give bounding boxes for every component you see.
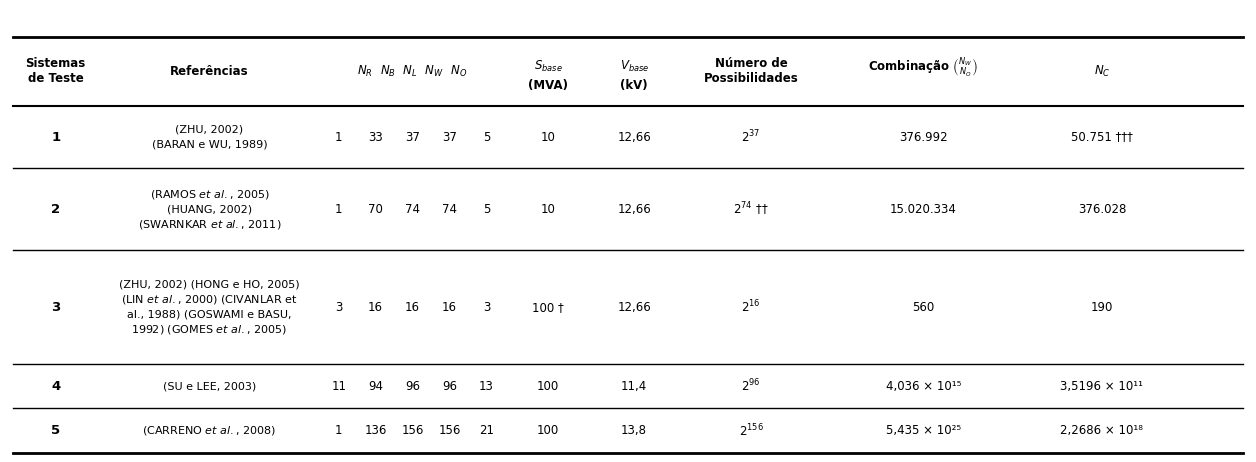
Text: 12,66: 12,66 — [617, 301, 651, 314]
Text: 11,4: 11,4 — [620, 380, 647, 393]
Text: (ZHU, 2002) (HONG e HO, 2005): (ZHU, 2002) (HONG e HO, 2005) — [119, 280, 300, 290]
Text: 96: 96 — [442, 380, 457, 393]
Text: 1: 1 — [335, 424, 343, 437]
Text: 156: 156 — [438, 424, 461, 437]
Text: 1: 1 — [335, 203, 343, 216]
Text: $2^{156}$: $2^{156}$ — [739, 422, 764, 439]
Text: Número de
Possibilidades: Número de Possibilidades — [703, 57, 799, 85]
Text: 74: 74 — [406, 203, 420, 216]
Text: 1: 1 — [335, 131, 343, 144]
Text: 4: 4 — [51, 380, 60, 393]
Text: 190: 190 — [1090, 301, 1113, 314]
Text: $2^{16}$: $2^{16}$ — [741, 299, 761, 316]
Text: 376.028: 376.028 — [1078, 203, 1127, 216]
Text: 96: 96 — [406, 380, 420, 393]
Text: 100: 100 — [536, 380, 559, 393]
Text: 4,036 × 10¹⁵: 4,036 × 10¹⁵ — [885, 380, 961, 393]
Text: $2^{96}$: $2^{96}$ — [741, 378, 761, 395]
Text: (HUANG, 2002): (HUANG, 2002) — [167, 204, 252, 214]
Text: al., 1988) (GOSWAMI e BASU,: al., 1988) (GOSWAMI e BASU, — [127, 310, 291, 320]
Text: (CARRENO $\it{et\ al.}$, 2008): (CARRENO $\it{et\ al.}$, 2008) — [142, 424, 276, 437]
Text: 33: 33 — [368, 131, 383, 144]
Text: 1992) (GOMES $\it{et\ al.}$, 2005): 1992) (GOMES $\it{et\ al.}$, 2005) — [132, 323, 288, 336]
Text: 3: 3 — [335, 301, 343, 314]
Text: (MVA): (MVA) — [528, 79, 568, 92]
Text: 5: 5 — [482, 203, 490, 216]
Text: 13,8: 13,8 — [622, 424, 647, 437]
Text: 16: 16 — [442, 301, 457, 314]
Text: 13: 13 — [479, 380, 494, 393]
Text: 5: 5 — [482, 131, 490, 144]
Text: 37: 37 — [406, 131, 420, 144]
Text: $N_C$: $N_C$ — [1094, 64, 1110, 79]
Text: (SU e LEE, 2003): (SU e LEE, 2003) — [163, 381, 256, 391]
Text: (BARAN e WU, 1989): (BARAN e WU, 1989) — [152, 140, 268, 149]
Text: $V_{base}$: $V_{base}$ — [619, 59, 649, 74]
Text: $2^{74}$ ††: $2^{74}$ †† — [734, 201, 769, 218]
Text: Sistemas
de Teste: Sistemas de Teste — [25, 57, 85, 85]
Text: 2,2686 × 10¹⁸: 2,2686 × 10¹⁸ — [1060, 424, 1143, 437]
Text: 21: 21 — [479, 424, 494, 437]
Text: 156: 156 — [402, 424, 423, 437]
Text: 136: 136 — [364, 424, 387, 437]
Text: 10: 10 — [540, 203, 555, 216]
Text: 3,5196 × 10¹¹: 3,5196 × 10¹¹ — [1060, 380, 1143, 393]
Text: 1: 1 — [51, 131, 60, 144]
Text: 376.992: 376.992 — [899, 131, 948, 144]
Text: (SWARNKAR $\it{et\ al.}$, 2011): (SWARNKAR $\it{et\ al.}$, 2011) — [138, 218, 281, 231]
Text: $N_R$  $N_B$  $N_L$  $N_W$  $N_O$: $N_R$ $N_B$ $N_L$ $N_W$ $N_O$ — [358, 64, 467, 79]
Text: 10: 10 — [540, 131, 555, 144]
Text: 100: 100 — [536, 424, 559, 437]
Text: 94: 94 — [368, 380, 383, 393]
Text: (LIN $\it{et\ al.}$, 2000) (CIVANLAR et: (LIN $\it{et\ al.}$, 2000) (CIVANLAR et — [122, 293, 298, 306]
Text: 100 †: 100 † — [533, 301, 564, 314]
Text: 5,435 × 10²⁵: 5,435 × 10²⁵ — [885, 424, 961, 437]
Text: $2^{37}$: $2^{37}$ — [741, 129, 761, 146]
Text: 3: 3 — [482, 301, 490, 314]
Text: 37: 37 — [442, 131, 457, 144]
Text: 11: 11 — [332, 380, 347, 393]
Text: Combinação $\binom{N_W}{N_O}$: Combinação $\binom{N_W}{N_O}$ — [868, 55, 978, 79]
Text: 70: 70 — [368, 203, 383, 216]
Text: 5: 5 — [51, 424, 60, 437]
Text: 12,66: 12,66 — [617, 131, 651, 144]
Text: 3: 3 — [51, 301, 60, 314]
Text: (kV): (kV) — [620, 79, 648, 92]
Text: 15.020.334: 15.020.334 — [891, 203, 957, 216]
Text: (RAMOS $\it{et\ al.}$, 2005): (RAMOS $\it{et\ al.}$, 2005) — [149, 188, 270, 201]
Text: 2: 2 — [51, 203, 60, 216]
Text: 50.751 †††: 50.751 ††† — [1071, 131, 1133, 144]
Text: 16: 16 — [368, 301, 383, 314]
Text: (ZHU, 2002): (ZHU, 2002) — [176, 125, 244, 134]
Text: $S_{base}$: $S_{base}$ — [534, 59, 563, 74]
Text: Referências: Referências — [171, 65, 249, 78]
Text: 74: 74 — [442, 203, 457, 216]
Text: 560: 560 — [912, 301, 934, 314]
Text: 16: 16 — [406, 301, 420, 314]
Text: 12,66: 12,66 — [617, 203, 651, 216]
